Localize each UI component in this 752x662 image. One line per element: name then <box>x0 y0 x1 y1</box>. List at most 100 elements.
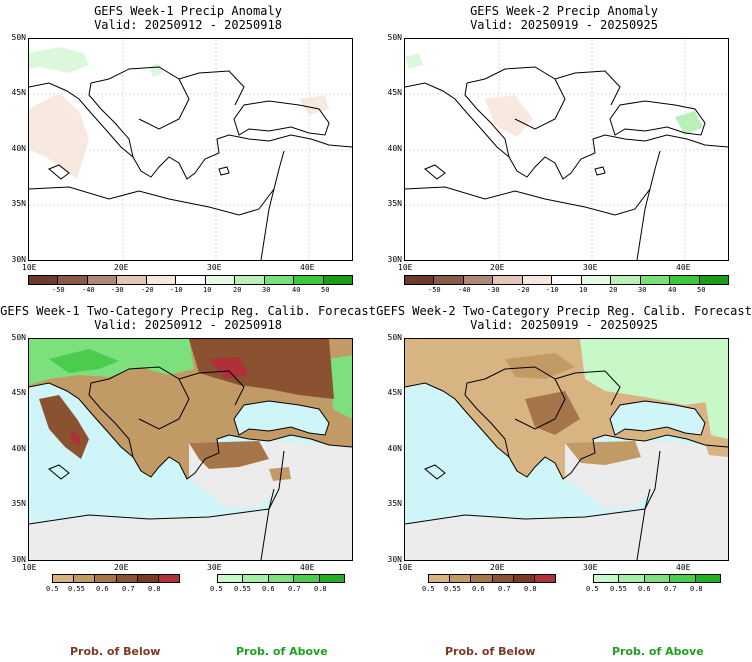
colorbar-tick: 0.8 <box>524 585 537 593</box>
colorbar-tick: 0.7 <box>498 585 511 593</box>
lat-label-40n: 40N <box>11 444 26 453</box>
above-colorbar <box>593 574 721 583</box>
colorbar-tick: 0.55 <box>234 585 251 593</box>
colorbar-tick: 0.5 <box>586 585 599 593</box>
colorbar-tick: 0.5 <box>422 585 435 593</box>
colorbar-tick: 50 <box>697 286 706 294</box>
colorbar-tick: 0.6 <box>262 585 275 593</box>
colorbar-tick: -40 <box>82 286 95 294</box>
colorbar-tick: 0.55 <box>610 585 627 593</box>
colorbar-tick: 0.55 <box>444 585 461 593</box>
lat-label-40n: 40N <box>387 144 402 153</box>
lon-label-40e: 40E <box>676 263 691 272</box>
panel-title: GEFS Week-2 Precip Anomaly <box>470 4 658 18</box>
map-week1-anomaly <box>28 38 353 261</box>
colorbar-tick: 0.7 <box>288 585 301 593</box>
colorbar-tick: 0.6 <box>472 585 485 593</box>
map-week1-probability <box>28 338 353 561</box>
lon-label-40e: 40E <box>676 563 691 572</box>
above-probability-label: Prob. of Above <box>236 645 328 658</box>
lon-label-10e: 10E <box>398 263 413 272</box>
colorbar-tick: 0.7 <box>664 585 677 593</box>
lat-label-30n: 30N <box>387 255 402 264</box>
lon-label-20e: 20E <box>114 563 129 572</box>
panel-week1-probability: GEFS Week-1 Two-Category Precip Reg. Cal… <box>0 300 376 600</box>
anomaly-colorbar <box>404 275 729 285</box>
colorbar-tick: 20 <box>233 286 242 294</box>
colorbar-tick: 0.8 <box>314 585 327 593</box>
panel-week2-anomaly: GEFS Week-2 Precip Anomaly Valid: 202509… <box>376 0 752 300</box>
lon-label-10e: 10E <box>22 563 37 572</box>
colorbar-tick: 40 <box>292 286 301 294</box>
map-graphic <box>29 339 352 560</box>
colorbar-tick: 30 <box>262 286 271 294</box>
colorbar-tick: -40 <box>458 286 471 294</box>
colorbar-tick: 0.6 <box>96 585 109 593</box>
colorbar-tick: 0.5 <box>46 585 59 593</box>
colorbar-tick: -50 <box>52 286 65 294</box>
below-colorbar <box>428 574 556 583</box>
colorbar-tick: -10 <box>546 286 559 294</box>
map-graphic <box>29 39 352 260</box>
panel-valid-date: Valid: 20250912 - 20250918 <box>94 18 282 32</box>
colorbar-tick: -30 <box>111 286 124 294</box>
colorbar-tick: 20 <box>609 286 618 294</box>
colorbar-tick: 50 <box>321 286 330 294</box>
panel-week1-anomaly: GEFS Week-1 Precip Anomaly Valid: 202509… <box>0 0 376 300</box>
colorbar-tick: 0.55 <box>68 585 85 593</box>
panel-valid-date: Valid: 20250919 - 20250925 <box>470 18 658 32</box>
colorbar-tick: 40 <box>668 286 677 294</box>
colorbar-tick: -20 <box>141 286 154 294</box>
above-probability-label: Prob. of Above <box>612 645 704 658</box>
lon-label-20e: 20E <box>490 263 505 272</box>
map-week2-anomaly <box>404 38 729 261</box>
lat-label-35n: 35N <box>387 199 402 208</box>
lat-label-50n: 50N <box>11 333 26 342</box>
panel-valid-date: Valid: 20250912 - 20250918 <box>94 318 282 332</box>
panel-week2-probability: GEFS Week-2 Two-Category Precip Reg. Cal… <box>376 300 752 600</box>
colorbar-tick: -20 <box>517 286 530 294</box>
colorbar-tick: 0.7 <box>122 585 135 593</box>
above-colorbar <box>217 574 345 583</box>
lat-label-50n: 50N <box>387 33 402 42</box>
lat-label-30n: 30N <box>11 555 26 564</box>
anomaly-colorbar <box>28 275 353 285</box>
lat-label-30n: 30N <box>387 555 402 564</box>
lat-label-40n: 40N <box>11 144 26 153</box>
colorbar-tick: 0.8 <box>690 585 703 593</box>
panel-title: GEFS Week-2 Two-Category Precip Reg. Cal… <box>376 304 752 318</box>
lon-label-20e: 20E <box>490 563 505 572</box>
lat-label-45n: 45N <box>11 388 26 397</box>
lat-label-40n: 40N <box>387 444 402 453</box>
lat-label-45n: 45N <box>387 88 402 97</box>
lat-label-45n: 45N <box>11 88 26 97</box>
lon-label-40e: 40E <box>300 263 315 272</box>
lon-label-30e: 30E <box>583 563 598 572</box>
colorbar-tick: 0.5 <box>210 585 223 593</box>
lon-label-30e: 30E <box>207 263 222 272</box>
lat-label-35n: 35N <box>11 499 26 508</box>
lon-label-30e: 30E <box>207 563 222 572</box>
lon-label-10e: 10E <box>22 263 37 272</box>
lon-label-10e: 10E <box>398 563 413 572</box>
colorbar-tick: -10 <box>170 286 183 294</box>
colorbar-tick: -50 <box>428 286 441 294</box>
lat-label-30n: 30N <box>11 255 26 264</box>
lon-label-20e: 20E <box>114 263 129 272</box>
panel-title: GEFS Week-1 Precip Anomaly <box>94 4 282 18</box>
below-colorbar <box>52 574 180 583</box>
panel-title: GEFS Week-1 Two-Category Precip Reg. Cal… <box>0 304 376 318</box>
map-week2-probability <box>404 338 729 561</box>
panel-valid-date: Valid: 20250919 - 20250925 <box>470 318 658 332</box>
colorbar-tick: 10 <box>203 286 212 294</box>
map-graphic <box>405 39 728 260</box>
lat-label-50n: 50N <box>387 333 402 342</box>
lon-label-40e: 40E <box>300 563 315 572</box>
lat-label-35n: 35N <box>387 499 402 508</box>
colorbar-tick: 0.6 <box>638 585 651 593</box>
lat-label-45n: 45N <box>387 388 402 397</box>
colorbar-tick: 30 <box>638 286 647 294</box>
lon-label-30e: 30E <box>583 263 598 272</box>
lat-label-50n: 50N <box>11 33 26 42</box>
lat-label-35n: 35N <box>11 199 26 208</box>
